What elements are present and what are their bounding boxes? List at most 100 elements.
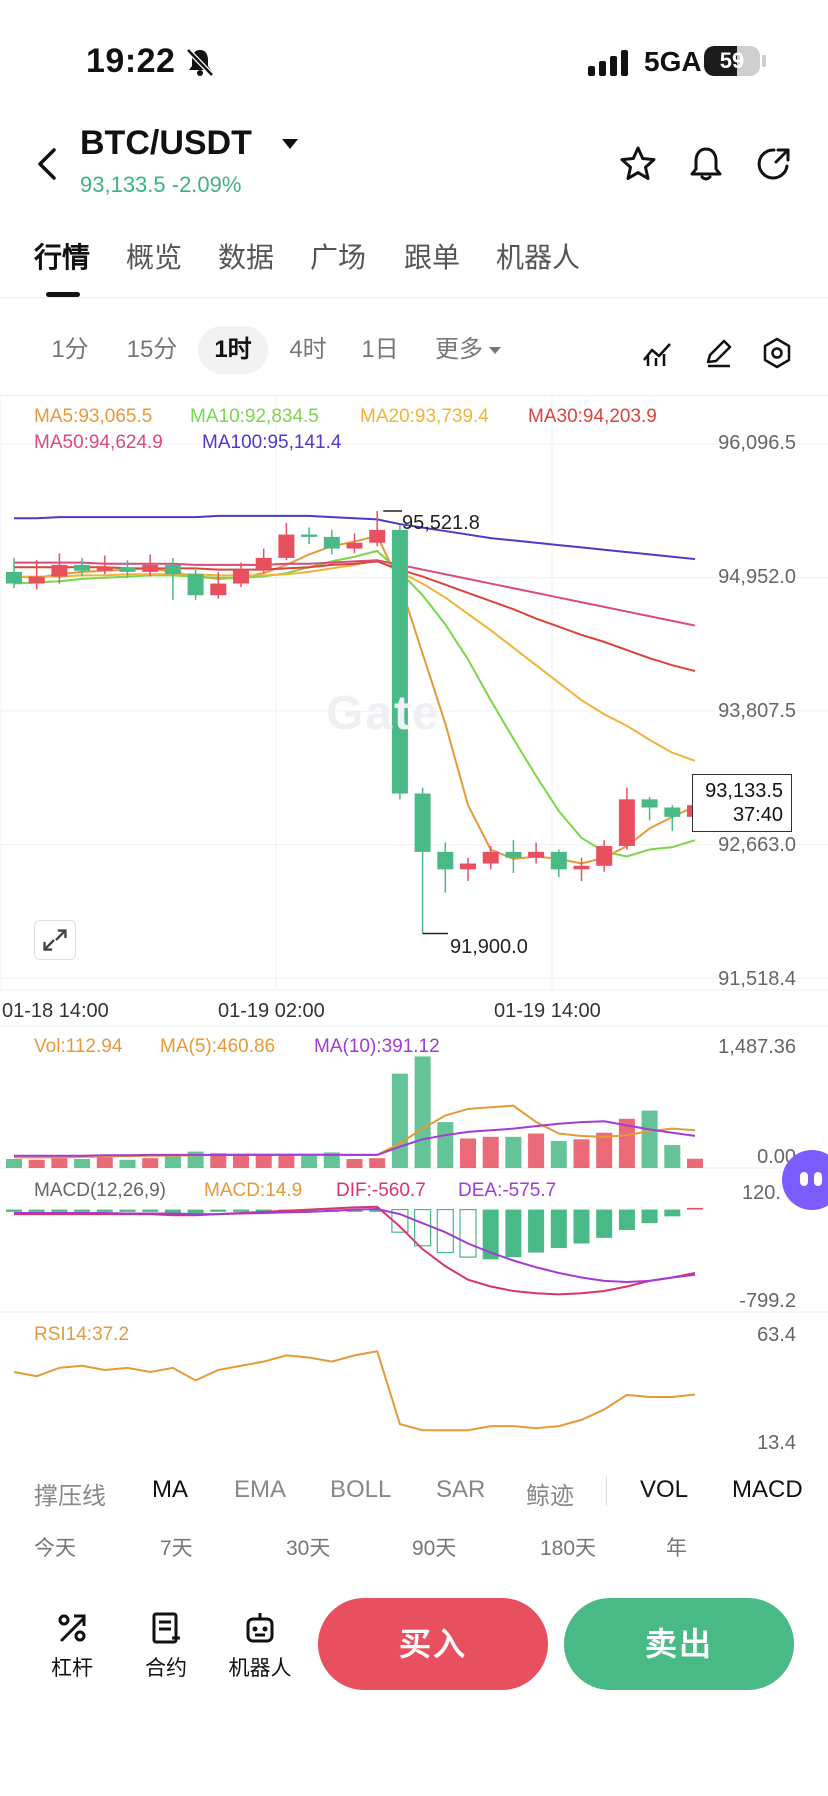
interval-15m[interactable]: 15分 — [126, 336, 178, 363]
candle-body — [460, 863, 476, 870]
ma-line-ma100 — [14, 514, 696, 561]
macd-bar — [210, 1209, 227, 1212]
interval-4h[interactable]: 4时 — [289, 336, 327, 363]
volume-bar — [641, 1110, 658, 1168]
macd-bar — [28, 1209, 45, 1212]
volume-bar — [6, 1158, 22, 1168]
candles — [6, 511, 703, 934]
macd-bar — [618, 1209, 635, 1230]
sell-button[interactable]: 卖出 — [564, 1598, 794, 1690]
indicator-support-resistance[interactable]: 撑压线 — [34, 1483, 106, 1510]
candle-body — [369, 529, 386, 543]
assistant-chat-icon[interactable] — [782, 1150, 828, 1210]
rsi-label: RSI14:37.2 — [34, 1324, 130, 1345]
macd-bar — [187, 1209, 204, 1213]
indicator-macd[interactable]: MACD — [732, 1476, 803, 1503]
battery-icon: 59 — [704, 46, 760, 76]
volume-bar — [51, 1158, 68, 1168]
back-icon[interactable] — [32, 144, 62, 184]
macd-bar — [664, 1209, 681, 1217]
candle-body — [96, 567, 113, 571]
kline-chart[interactable] — [0, 396, 828, 1456]
indicator-vol[interactable]: VOL — [640, 1476, 689, 1503]
candle-body — [142, 564, 159, 572]
tab-bot[interactable]: 机器人 — [496, 242, 581, 273]
candle-body — [6, 571, 22, 584]
bot-label: 机器人 — [228, 1657, 292, 1680]
tab-market[interactable]: 行情 — [34, 242, 91, 273]
tab-data[interactable]: 数据 — [218, 242, 275, 273]
volume-bar — [437, 1122, 454, 1168]
settings-hexagon-icon[interactable] — [760, 336, 794, 370]
price-axis-label: 96,096.5 — [718, 432, 796, 454]
indicator-boll[interactable]: BOLL — [330, 1476, 392, 1503]
indicator-sar[interactable]: SAR — [436, 1476, 486, 1503]
rsi-line — [13, 1350, 696, 1432]
candle-body — [664, 807, 681, 817]
interval-1h[interactable]: 1时 — [198, 326, 268, 374]
tab-overview[interactable]: 概览 — [126, 242, 183, 273]
macd-bar — [687, 1207, 703, 1210]
period-year[interactable]: 年 — [666, 1537, 687, 1560]
draw-pen-icon[interactable] — [702, 336, 736, 370]
signal-icon — [588, 50, 628, 76]
interval-more[interactable]: 更多 — [428, 326, 508, 374]
macd-axis-bottom: -799.2 — [739, 1290, 796, 1312]
volume-bar — [391, 1073, 408, 1168]
macd-histogram — [6, 1207, 703, 1260]
contract-document-icon — [152, 1612, 180, 1644]
volume-bar — [664, 1145, 681, 1168]
period-30d[interactable]: 30天 — [286, 1537, 331, 1560]
candle-body — [164, 564, 181, 575]
tab-copy-trade[interactable]: 跟单 — [404, 242, 461, 273]
pair-title[interactable]: BTC/USDT — [80, 124, 252, 162]
bell-icon[interactable] — [686, 144, 726, 184]
period-180d[interactable]: 180天 — [540, 1537, 597, 1560]
volume-bar — [505, 1136, 522, 1168]
caret-down-icon[interactable] — [280, 136, 300, 152]
indicator-ema[interactable]: EMA — [234, 1476, 287, 1503]
status-time: 19:22 — [86, 42, 176, 80]
candle-body — [119, 567, 136, 572]
interval-1m[interactable]: 1分 — [51, 336, 89, 363]
leverage-button[interactable]: 杠杆 — [32, 1610, 112, 1682]
tab-square[interactable]: 广场 — [310, 242, 367, 273]
star-icon[interactable] — [618, 144, 658, 184]
macd-bar — [550, 1209, 567, 1249]
indicator-icon[interactable] — [640, 336, 674, 370]
volume-ma5-line — [14, 1104, 696, 1159]
caret-down-icon — [489, 347, 501, 355]
period-7d[interactable]: 7天 — [160, 1537, 193, 1560]
volume-bar — [233, 1154, 249, 1168]
macd-bar — [119, 1209, 136, 1212]
volume-bar — [142, 1158, 159, 1168]
macd-lines — [14, 1205, 696, 1296]
indicator-ma[interactable]: MA — [152, 1476, 188, 1503]
candle-body — [505, 851, 522, 858]
candle-body — [482, 851, 499, 864]
rsi-axis-bottom: 13.4 — [757, 1432, 796, 1454]
interval-1d[interactable]: 1日 — [361, 336, 399, 363]
expand-icon[interactable] — [34, 920, 76, 960]
candle-body — [528, 851, 545, 858]
candle-body — [28, 576, 45, 584]
volume-bar — [618, 1118, 635, 1168]
volume-bar — [301, 1155, 318, 1168]
macd-bar — [96, 1209, 113, 1212]
contract-button[interactable]: 合约 — [126, 1610, 206, 1682]
candle-body — [301, 534, 318, 537]
share-icon[interactable] — [754, 144, 794, 184]
period-90d[interactable]: 90天 — [412, 1537, 457, 1560]
macd-bar — [414, 1208, 432, 1247]
volume-bar — [550, 1140, 567, 1168]
macd-bar — [51, 1209, 68, 1212]
buy-button[interactable]: 买入 — [318, 1598, 548, 1690]
volume-ma10-label: MA(10):391.12 — [314, 1036, 440, 1057]
macd-bar — [346, 1209, 363, 1212]
indicator-whale[interactable]: 鲸迹 — [526, 1483, 574, 1510]
dea-line — [14, 1208, 696, 1283]
indicator-divider — [606, 1476, 607, 1506]
volume-bar — [28, 1159, 45, 1168]
bot-button[interactable]: 机器人 — [220, 1610, 300, 1682]
period-today[interactable]: 今天 — [34, 1537, 76, 1560]
